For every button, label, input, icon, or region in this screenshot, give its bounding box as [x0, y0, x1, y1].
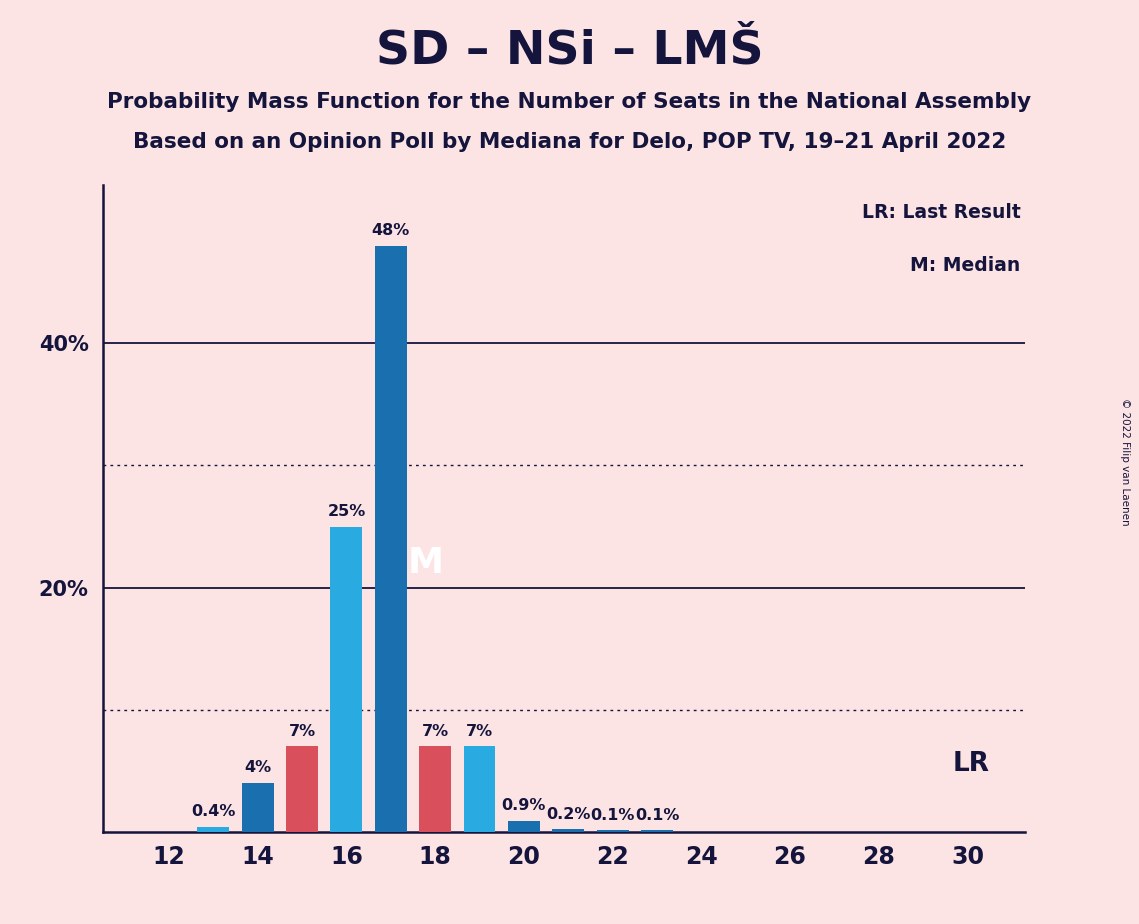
Bar [641, 831, 673, 832]
Bar [419, 747, 451, 832]
Text: Probability Mass Function for the Number of Seats in the National Assembly: Probability Mass Function for the Number… [107, 92, 1032, 113]
Bar [286, 747, 318, 832]
Bar [552, 829, 584, 832]
Bar [508, 821, 540, 832]
Text: 0.1%: 0.1% [590, 808, 634, 823]
Bar [375, 246, 407, 832]
Text: 0.4%: 0.4% [191, 805, 236, 820]
Bar [330, 527, 362, 832]
Text: 7%: 7% [288, 723, 316, 739]
Text: 48%: 48% [371, 224, 410, 238]
Text: M: Median: M: Median [910, 256, 1021, 274]
Text: LR: Last Result: LR: Last Result [862, 203, 1021, 222]
Text: 4%: 4% [244, 760, 271, 775]
Text: LR: LR [952, 751, 990, 777]
Text: 7%: 7% [421, 723, 449, 739]
Text: 0.2%: 0.2% [546, 807, 590, 821]
Text: 0.9%: 0.9% [501, 798, 546, 813]
Text: 25%: 25% [327, 505, 366, 519]
Bar [597, 831, 629, 832]
Bar [464, 747, 495, 832]
Text: © 2022 Filip van Laenen: © 2022 Filip van Laenen [1121, 398, 1130, 526]
Text: SD – NSi – LMŠ: SD – NSi – LMŠ [376, 29, 763, 74]
Bar [241, 783, 273, 832]
Text: 7%: 7% [466, 723, 493, 739]
Text: Based on an Opinion Poll by Mediana for Delo, POP TV, 19–21 April 2022: Based on an Opinion Poll by Mediana for … [133, 132, 1006, 152]
Text: M: M [408, 546, 444, 580]
Text: 0.1%: 0.1% [634, 808, 679, 823]
Bar [197, 827, 229, 832]
